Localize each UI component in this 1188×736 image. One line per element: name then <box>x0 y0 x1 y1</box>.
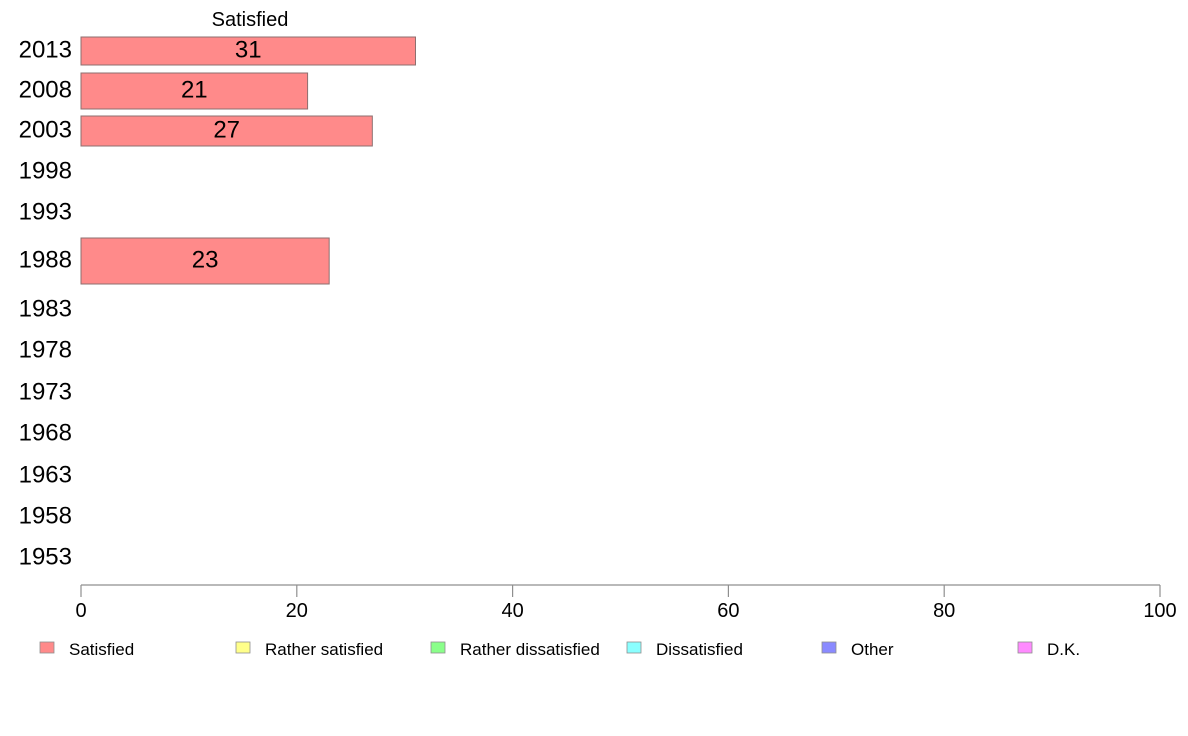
bar <box>80 36 416 66</box>
legend-label: Satisfied <box>69 640 134 659</box>
y-tick-label: 1973 <box>19 378 72 405</box>
legend-label: Rather dissatisfied <box>460 640 600 659</box>
legend-label: D.K. <box>1047 640 1080 659</box>
x-tick-label: 40 <box>501 600 523 622</box>
x-tick-label: 60 <box>717 600 739 622</box>
bar-value-label: 21 <box>181 76 208 103</box>
legend-label: Rather satisfied <box>265 640 383 659</box>
bar-value-label: 23 <box>192 246 219 273</box>
chart-title-layer: Satisfied <box>212 9 289 31</box>
bar-value-label: 27 <box>213 116 240 143</box>
y-tick-label: 2013 <box>19 36 72 63</box>
y-tick-label: 1988 <box>19 246 72 273</box>
x-tick-label: 0 <box>75 600 86 622</box>
legend-label: Dissatisfied <box>656 640 743 659</box>
y-tick-label: 1993 <box>19 198 72 225</box>
y-tick-label: 1968 <box>19 419 72 446</box>
y-tick-label: 1998 <box>19 157 72 184</box>
y-tick-label: 2008 <box>19 76 72 103</box>
legend-swatch <box>626 641 642 654</box>
legend-swatch <box>235 641 251 654</box>
x-tick-label: 20 <box>286 600 308 622</box>
bar-value-label: 31 <box>235 36 262 63</box>
y-tick-label: 1953 <box>19 543 72 570</box>
y-tick-label: 1978 <box>19 336 72 363</box>
legend-label: Other <box>851 640 894 659</box>
bar <box>80 115 373 147</box>
year-label-layer: 2013 2008 2003 1998 1993 1988 1983 1978 1973 1968… <box>19 36 72 570</box>
y-tick-label: 2003 <box>19 116 72 143</box>
legend-swatch <box>430 641 446 654</box>
chart-title: Satisfied <box>212 9 289 31</box>
bar <box>80 72 309 110</box>
legend-swatch <box>821 641 837 654</box>
y-tick-label: 1963 <box>19 461 72 488</box>
legend-swatch <box>1017 641 1033 654</box>
x-tick-label: 100 <box>1143 600 1176 622</box>
legend: Satisfied Rather satisfied Rather dissatis… <box>39 640 1080 659</box>
x-axis: 0 20 40 60 80 100 <box>75 584 1177 622</box>
y-tick-label: 1958 <box>19 502 72 529</box>
bar <box>80 237 330 285</box>
x-tick-label: 80 <box>933 600 955 622</box>
legend-swatch <box>39 641 55 654</box>
y-tick-label: 1983 <box>19 295 72 322</box>
